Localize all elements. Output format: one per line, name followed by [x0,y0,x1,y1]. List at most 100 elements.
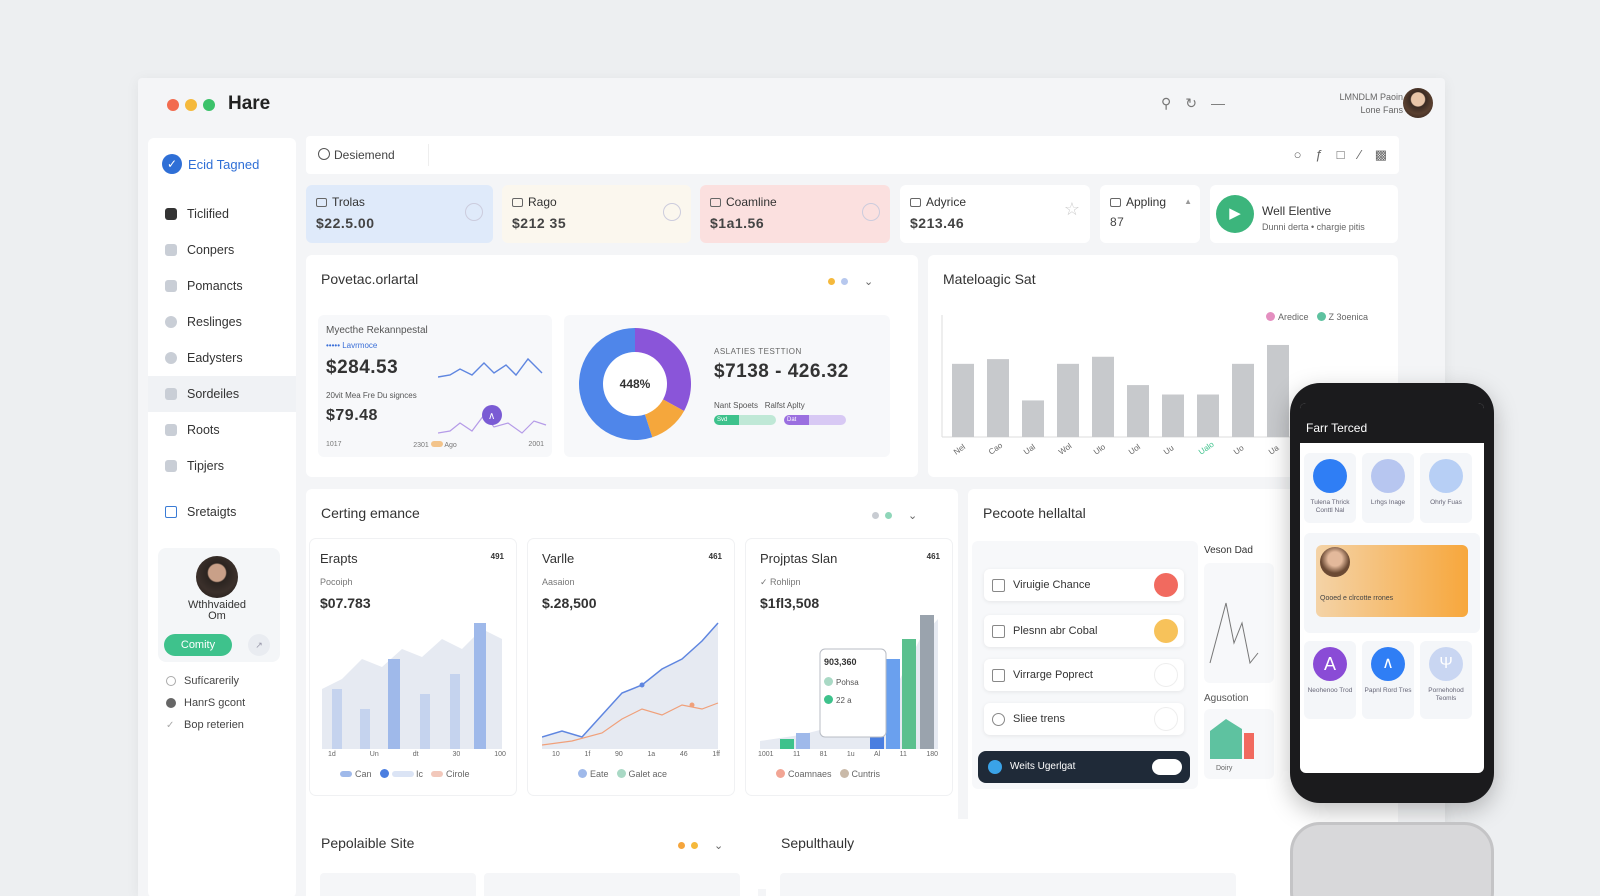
sidebar-item-label: Tipjers [187,459,225,473]
legend-swatch [379,769,389,778]
brand-label: Ecid Tagned [188,156,260,172]
donut-chart: 448% [579,328,691,440]
sidebar-item-tipjers[interactable]: Tipjers [148,448,296,484]
phone-tile[interactable]: Tulena Thrick Conttl Nal [1304,453,1356,523]
bar [1267,344,1289,437]
phone-mockup: Farr Terced Tulena Thrick Conttl Nal Lrh… [1290,383,1494,803]
star-icon[interactable]: ☆ [1063,199,1080,219]
legend-label: Coamnaes [788,769,832,779]
phone-tile[interactable]: Lrhgs Inage [1362,453,1414,523]
task-item[interactable]: Plesnn abr Cobal [984,615,1184,647]
user-role: Lone Fans [1360,105,1403,115]
app-window: Hare ⚲ ↻ — LMNDLM Paoin Lone Fans ✓ Ecid… [138,78,1445,896]
stat-card-adyrice[interactable]: Adyrice $213.46 ☆ [900,185,1090,243]
legend-swatch [1266,312,1275,321]
sidebar-item-pomancts[interactable]: Pomancts [148,268,296,304]
dot-icon [828,278,835,285]
card-title: Pecoote hellaltal [983,505,1086,521]
smile-icon[interactable] [862,203,880,221]
task-item[interactable]: Virrarge Poprect [984,659,1184,691]
phone-feature-card[interactable]: Qooed e clrcotte rrones [1304,533,1480,633]
chevron-down-icon[interactable]: ⌄ [908,510,918,522]
maximize-dot[interactable] [203,99,215,111]
stat-card-coamline[interactable]: Coamline $1a1.56 [700,185,890,243]
sidebar-item-conpers[interactable]: Conpers [148,232,296,268]
search-icon[interactable]: ⚲ [1161,95,1172,111]
image-icon [992,624,1005,638]
subnav-item[interactable]: ✓ Bop reterien [166,714,245,736]
profile-name-line2: Om [208,610,226,622]
attach-icon[interactable]: ○ [1293,147,1302,162]
close-dot[interactable] [167,99,179,111]
dot-icon [678,842,685,849]
axis-tick: 11 [792,751,801,758]
stat-value: $212 35 [512,215,567,231]
sidebar-item-eadysters[interactable]: Eadysters [148,340,296,376]
task-item[interactable]: Viruigie Chance [984,569,1184,601]
sidebar-item-sordeiles[interactable]: Sordeiles [148,376,296,412]
panel-erapts: Erapts 491 Pocoiph $07.783 1d Un dt 30 100 C… [310,539,516,795]
stat-card-appling[interactable]: Appling 87 ▲ [1100,185,1200,243]
task-label: Sliee trens [1013,713,1065,725]
subnav-item[interactable]: HanrS gcont [166,692,245,714]
stat-card-rago[interactable]: Rago $212 35 [502,185,691,243]
legend-item: Cirole [431,769,470,779]
phone-screen: Farr Terced Tulena Thrick Conttl Nal Lrh… [1300,403,1484,773]
crop-icon[interactable]: □ [1336,147,1345,162]
preview-panel [780,873,1236,896]
sidebar-item-reslinges[interactable]: Reslinges [148,304,296,340]
phone-tile[interactable]: Ψ Pornehohod Teomls [1420,641,1472,719]
pin-icon [1154,707,1178,731]
x-axis: 1d Un dt 30 100 [328,751,506,758]
legend-label: Eate [590,769,609,779]
phone-tile[interactable]: Ohrly Fuas [1420,453,1472,523]
chevron-down-icon[interactable]: ⌄ [864,276,874,288]
legend-item: Can [340,769,372,779]
brand[interactable]: ✓ Ecid Tagned [162,154,259,174]
phone-tile[interactable]: ∧ Papnl Rord Tres [1362,641,1414,719]
axis-tick: 11 [899,751,907,758]
subnav-label: HanrS gcont [184,697,246,709]
avatar[interactable] [1403,88,1433,118]
titlebar: Hare ⚲ ↻ — LMNDLM Paoin Lone Fans [138,78,1445,130]
sidebar-item-roots[interactable]: Roots [148,412,296,448]
subnav-label: Sufícarerily [184,675,240,687]
profile-card: Wthhvaided Om Comity ↗ [158,548,280,662]
tile-label: Papnl Rord Tres [1364,687,1412,694]
card-title: Pepolaible Site [321,835,415,851]
user-icon [166,676,176,686]
toggle-switch[interactable] [1152,759,1182,775]
stat-card-trolas[interactable]: Trolas $22.5.00 [306,185,493,243]
bar [952,363,974,437]
phone-tile[interactable]: A Neohenoo Trod [1304,641,1356,719]
play-icon[interactable]: ▶ [1216,195,1254,233]
badge-icon [1154,619,1178,643]
share-icon[interactable]: ↗ [248,634,270,656]
chevron-down-icon[interactable]: ⌄ [714,840,724,852]
search-input[interactable]: Desiemend [334,148,395,162]
layout-icon[interactable]: ▩ [1374,147,1387,162]
x-tick-label: Uol [1127,442,1142,456]
comity-button[interactable]: Comity [164,634,232,656]
stat-label: Trolas [332,195,365,209]
legend-swatch [430,441,443,447]
svg-text:∧: ∧ [488,411,495,422]
minimize-dot[interactable] [185,99,197,111]
refresh-icon[interactable]: ↻ [1185,95,1197,111]
task-item[interactable]: Sliee trens [984,703,1184,735]
panel-caption: ••••• Lavrmoce [326,341,378,350]
minus-icon[interactable]: — [1211,95,1225,111]
promo-card[interactable]: ▶ Well Elentive Dunni derta • chargie pi… [1210,185,1398,243]
bar [1022,400,1044,437]
kpi-sub: Nant Spoets Ralfst Aplty [714,401,805,410]
sidebar-item-sretaigts[interactable]: Sretaigts [148,494,296,530]
sidebar-item-ticlified[interactable]: Ticlified [148,196,296,232]
refresh-icon[interactable] [663,203,681,221]
x-axis: 1001 11 81 1u Al 11 180 [758,751,938,758]
italic-icon[interactable]: ƒ [1315,147,1323,162]
toggle-row[interactable]: Weits Ugerlgat [978,751,1190,783]
refresh-icon[interactable] [465,203,483,221]
slash-icon[interactable]: ∕ [1358,147,1361,162]
subnav-item[interactable]: Sufícarerily [166,670,245,692]
tile-label: Pornehohod Teomls [1428,687,1464,702]
